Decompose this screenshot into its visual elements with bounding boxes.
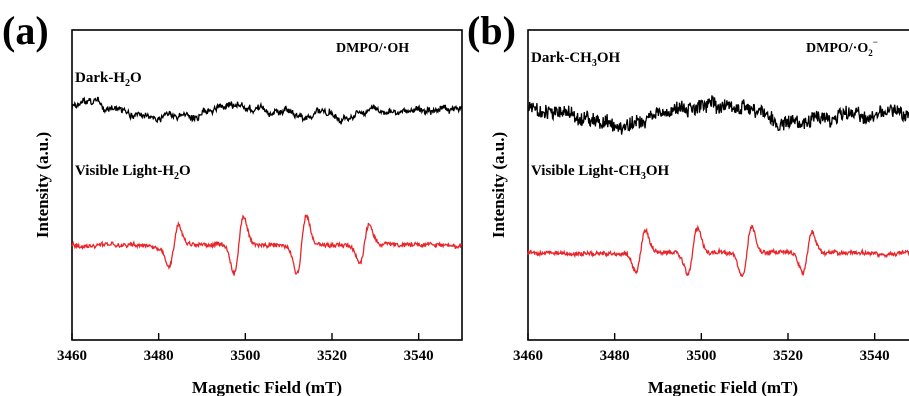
dark-h2o-spectrum	[71, 96, 463, 125]
panel-b-x-ticks: 3460 3480 3500 3520 3540	[513, 333, 890, 364]
panel-b-letter: (b)	[467, 8, 516, 53]
panel-b-x-axis-title: Magnetic Field (mT)	[648, 378, 798, 396]
dark-ch3oh-spectrum	[527, 95, 909, 135]
panel-b-frame	[527, 29, 909, 341]
panel-b-dark-label-sub: 3	[592, 58, 597, 69]
panel-a: (a) 3460 3480 3500 3520 3540 DMPO/·OH Dark-H…	[2, 8, 463, 396]
panel-b-light-label-tail: OH	[646, 163, 670, 179]
x-tick-label: 3460	[513, 348, 543, 364]
panel-b-species-tag: DMPO/·O2−	[806, 37, 878, 58]
panel-b-light-label-sub: 3	[641, 171, 646, 182]
panel-a-x-ticks: 3460 3480 3500 3520 3540	[57, 333, 434, 364]
panel-b-series-label-dark: Dark-CH3OH	[531, 50, 620, 69]
panel-b-series-label-light: Visible Light-CH3OH	[531, 163, 670, 182]
panel-a-dark-label-base: Dark-H	[75, 70, 125, 86]
x-tick-label: 3520	[317, 348, 347, 364]
panel-a-light-label-base: Visible Light-H	[75, 163, 174, 179]
panel-b-light-label-base: Visible Light-CH	[531, 163, 641, 179]
panel-a-dark-label-sub: 2	[125, 78, 130, 89]
x-tick-label: 3480	[144, 348, 174, 364]
x-tick-label: 3480	[600, 348, 630, 364]
panel-b-tag-base: DMPO/·O	[806, 41, 868, 56]
panel-a-frame	[71, 29, 463, 341]
panel-a-light-label-sub: 2	[174, 171, 179, 182]
panel-b: (b) 3460 3480 3500 3520 3540 DMPO/·O2− Dark-…	[467, 8, 909, 396]
panel-a-series-label-light: Visible Light-H2O	[75, 163, 191, 182]
x-tick-label: 3500	[230, 348, 260, 364]
x-tick-label: 3520	[773, 348, 803, 364]
panel-b-tag-sub: 2	[868, 48, 873, 58]
panel-a-species-tag: DMPO/·OH	[336, 41, 409, 56]
x-tick-label: 3540	[860, 348, 890, 364]
panel-a-light-label-tail: O	[179, 163, 191, 179]
visible-light-ch3oh-spectrum	[527, 224, 909, 277]
panel-b-y-axis-title: Intensity (a.u.)	[489, 132, 508, 238]
x-tick-label: 3500	[686, 348, 716, 364]
panel-a-dark-label-tail: O	[130, 70, 142, 86]
panel-a-y-axis-title: Intensity (a.u.)	[33, 132, 52, 238]
x-tick-label: 3540	[404, 348, 434, 364]
panel-b-dark-label-tail: OH	[597, 50, 621, 66]
panel-b-dark-label-base: Dark-CH	[531, 50, 592, 66]
x-tick-label: 3460	[57, 348, 87, 364]
visible-light-h2o-spectrum	[71, 214, 463, 276]
panel-a-series-label-dark: Dark-H2O	[75, 70, 142, 89]
panel-a-letter: (a)	[2, 8, 49, 53]
panel-a-x-axis-title: Magnetic Field (mT)	[192, 378, 342, 396]
panel-b-tag-sup: −	[873, 37, 878, 47]
